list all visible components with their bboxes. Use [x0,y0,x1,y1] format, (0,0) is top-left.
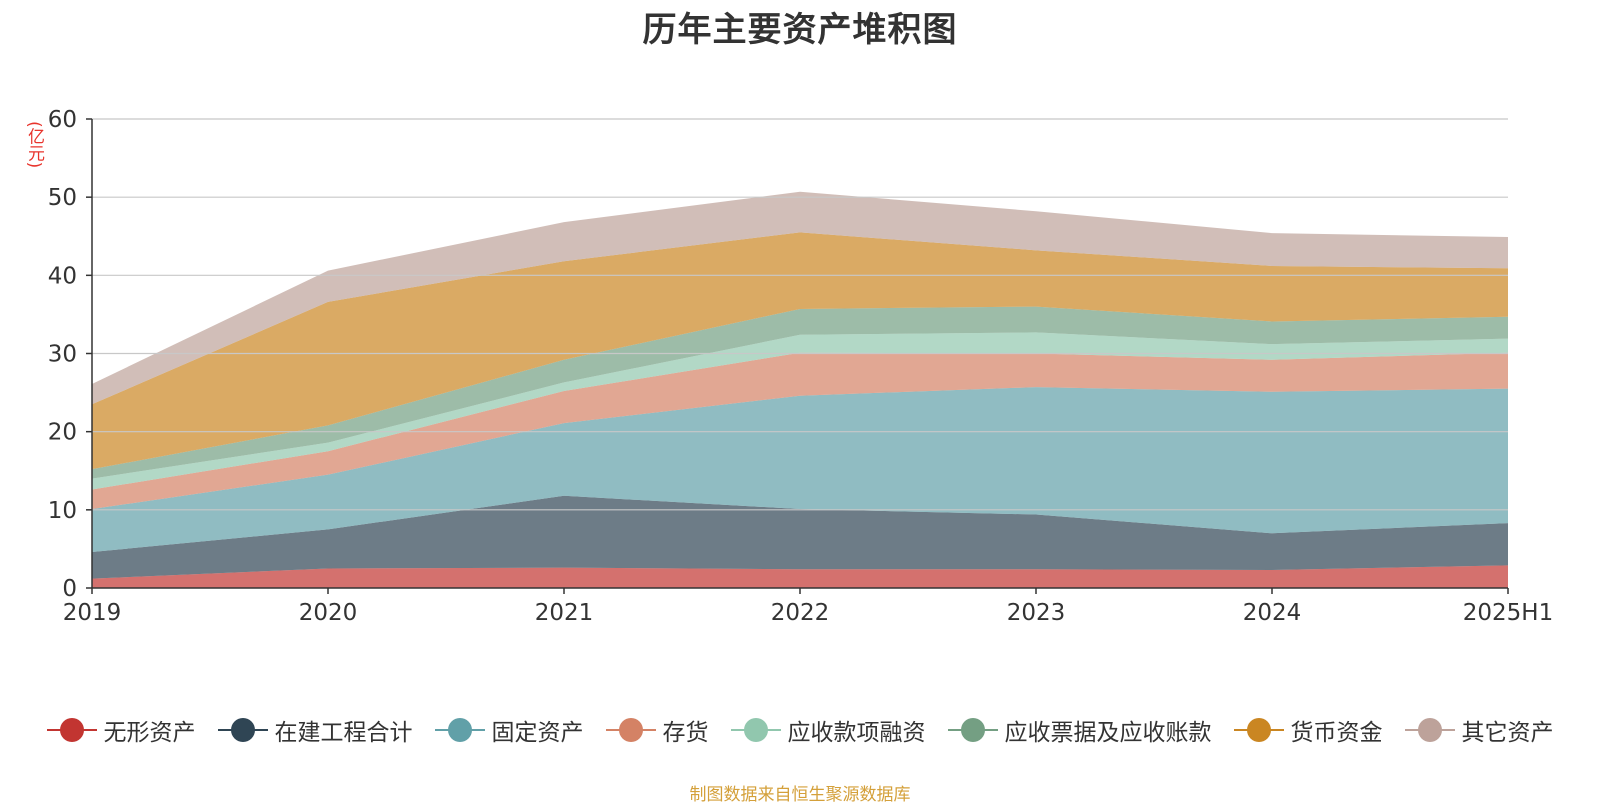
legend-item[interactable]: 货币资金 [1233,713,1383,747]
legend-dot [1246,718,1271,742]
legend-dot [59,718,84,742]
area-series-1 [92,495,1508,579]
legend-label: 在建工程合计 [274,720,413,746]
chart-title: 历年主要资产堆积图 [642,10,958,50]
y-tick-label: 60 [48,107,77,133]
legend-item[interactable]: 无形资产 [46,713,196,747]
y-tick-label: 0 [62,576,77,602]
legend-dot [1417,718,1442,742]
area-layers [92,191,1508,588]
area-series-0 [92,565,1508,588]
legend-label: 应收票据及应收账款 [1004,720,1212,746]
y-tick-label: 40 [48,263,77,289]
legend-label: 货币资金 [1290,720,1383,746]
legend-label: 其它资产 [1461,720,1554,746]
area-series-7 [92,191,1508,405]
legend-marker-icon [1233,718,1284,742]
legend-label: 存货 [662,720,709,746]
legend-marker-icon [947,718,998,742]
legend-item[interactable]: 其它资产 [1404,713,1554,747]
legend-item[interactable]: 存货 [605,713,709,747]
area-series-4 [92,332,1508,490]
y-tick-label: 20 [48,420,77,446]
grid-lines [92,118,1508,511]
legend-item[interactable]: 应收票据及应收账款 [947,713,1212,747]
x-tick-label: 2023 [1007,600,1066,626]
legend-dot [743,718,768,742]
area-series-3 [92,352,1508,510]
legend-marker-icon [605,718,656,742]
legend-dot [230,718,255,742]
legend-label: 固定资产 [491,720,584,746]
legend-marker-icon [217,718,268,742]
legend-marker-icon [46,718,97,742]
legend-marker-icon [434,718,485,742]
chart-legend: 无形资产 在建工程合计 固定资产 存货 应收款项融资 应收票据及应收账款 货币资金 其它资产 [0,713,1600,747]
legend-marker-icon [1404,718,1455,742]
x-tick-label: 2021 [535,600,594,626]
x-tick-label: 2019 [63,600,122,626]
legend-item[interactable]: 应收款项融资 [730,713,926,747]
y-tick-label: 10 [48,498,77,524]
legend-item[interactable]: 固定资产 [434,713,584,747]
area-series-6 [92,232,1508,470]
x-tick-label: 2022 [771,600,830,626]
legend-item[interactable]: 在建工程合计 [217,713,413,747]
legend-marker-icon [730,718,781,742]
y-tick-label: 30 [48,342,77,368]
source-note: 制图数据来自恒生聚源数据库 [689,785,911,805]
legend-label: 无形资产 [103,720,196,746]
area-series-5 [92,306,1508,479]
y-tick-label: 50 [48,185,77,211]
area-series-2 [92,387,1508,553]
x-tick-label: 2025H1 [1463,600,1553,626]
x-tick-label: 2020 [299,600,358,626]
legend-label: 应收款项融资 [787,720,926,746]
y-axis-unit-label: (亿元) [24,121,44,169]
legend-dot [447,718,472,742]
legend-dot [618,718,643,742]
stacked-area-chart: 0 10 20 30 40 50 60 2019 2020 2021 2022 2023 2024 202… [48,107,1554,626]
legend-dot [960,718,985,742]
x-tick-label: 2024 [1243,600,1302,626]
